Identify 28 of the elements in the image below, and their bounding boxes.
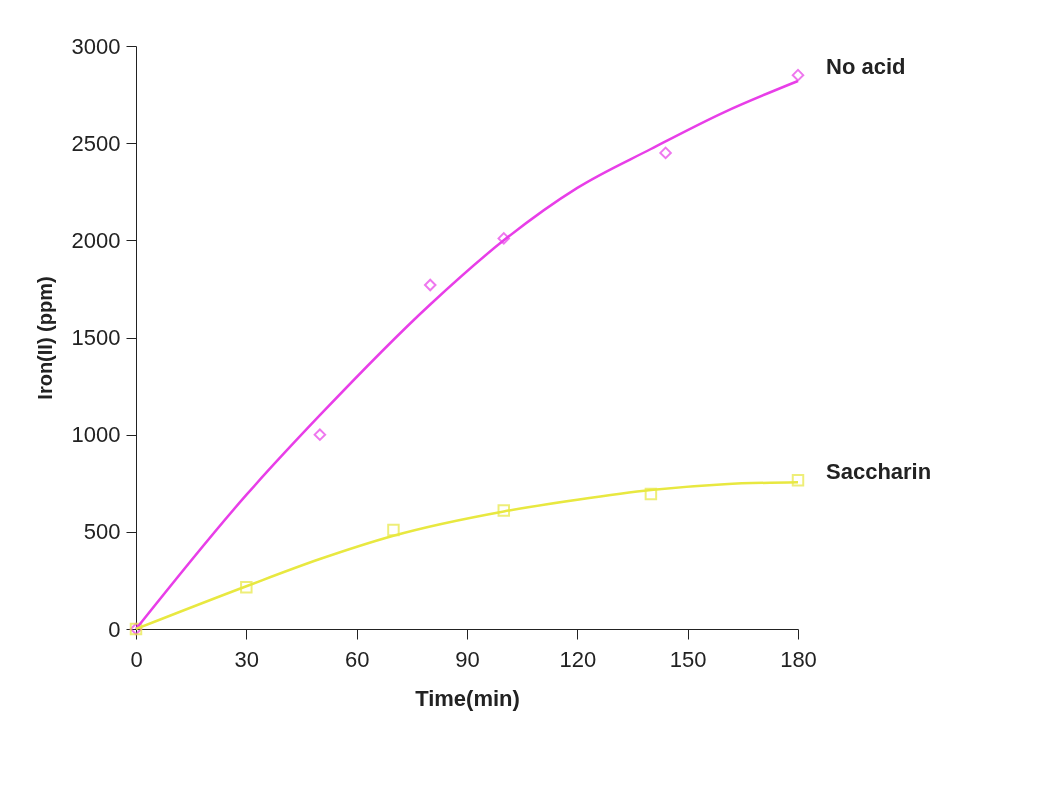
point <box>387 523 400 537</box>
point <box>791 68 805 82</box>
x-tick-label: 180 <box>780 646 817 672</box>
y-tick-label: 500 <box>83 519 121 545</box>
y-tick-label: 2500 <box>71 130 121 156</box>
series-label: No acid <box>826 54 906 80</box>
point <box>791 474 805 487</box>
point <box>659 146 672 160</box>
x-axis-title: Time(min) <box>415 685 520 711</box>
x-tick-label: 150 <box>669 646 707 672</box>
point <box>497 504 511 517</box>
y-tick-label: 3000 <box>71 33 121 59</box>
x-tick-label: 120 <box>559 646 597 672</box>
point <box>240 580 253 594</box>
x-tick-label: 30 <box>234 646 260 672</box>
point <box>644 487 658 501</box>
x-tick-label: 0 <box>130 646 143 672</box>
point <box>313 428 327 441</box>
y-tick-label: 0 <box>108 616 121 642</box>
point <box>497 232 511 245</box>
x-tick-label: 60 <box>344 646 370 672</box>
series-label: Saccharin <box>826 459 932 485</box>
y-axis-title: Iron(II) (ppm) <box>33 276 56 400</box>
x-tick-label: 90 <box>455 646 480 672</box>
point <box>423 278 437 292</box>
y-tick-label: 2000 <box>71 227 121 253</box>
y-tick-label: 1500 <box>71 325 121 350</box>
y-tick-label: 1000 <box>71 422 121 448</box>
